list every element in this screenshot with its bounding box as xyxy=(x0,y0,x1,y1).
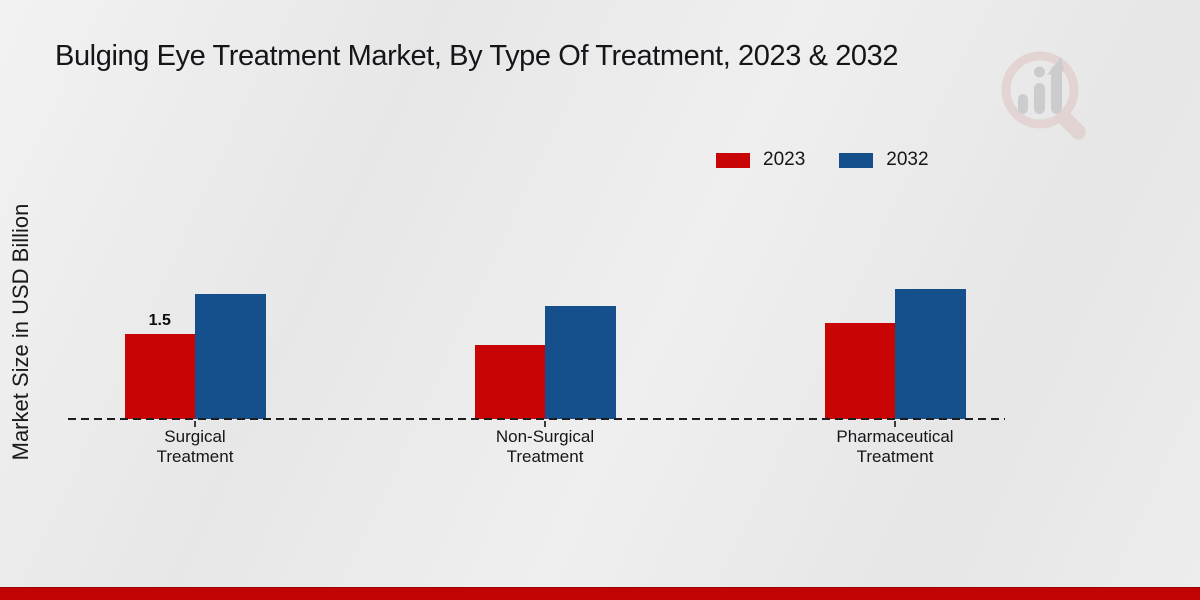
bar-2023-non-surgical-treatment xyxy=(474,345,545,419)
category-label-non-surgical-treatment: Non-Surgical Treatment xyxy=(495,427,595,466)
bar-2023-surgical-treatment xyxy=(124,334,195,419)
bar-2032-pharmaceutical-treatment xyxy=(895,289,966,419)
bar-2032-non-surgical-treatment xyxy=(545,306,616,419)
legend-swatch-2023 xyxy=(716,152,750,168)
legend-label-2032: 2032 xyxy=(886,149,929,170)
bottom-red-strip xyxy=(0,587,1200,600)
x-axis-tick xyxy=(544,421,546,427)
x-axis-tick xyxy=(194,421,196,427)
chart-title: Bulging Eye Treatment Market, By Type Of… xyxy=(55,40,899,72)
magnifier-bar-chart-logo-icon xyxy=(1001,51,1086,140)
legend-label-2023: 2023 xyxy=(763,149,806,170)
category-label-surgical-treatment: Surgical Treatment xyxy=(156,427,234,466)
bar-2023-pharmaceutical-treatment xyxy=(824,323,895,419)
bar-2032-surgical-treatment xyxy=(195,294,266,419)
bar-value-label: 1.5 xyxy=(148,312,171,329)
x-axis-tick xyxy=(894,421,896,427)
legend: 2023 2032 xyxy=(716,149,929,171)
category-label-pharmaceutical-treatment: Pharmaceutical Treatment xyxy=(836,427,954,466)
legend-item-2023: 2023 xyxy=(716,149,805,171)
x-axis-line xyxy=(68,418,1005,420)
legend-swatch-2032 xyxy=(839,152,874,168)
legend-item-2032: 2032 xyxy=(839,149,929,171)
